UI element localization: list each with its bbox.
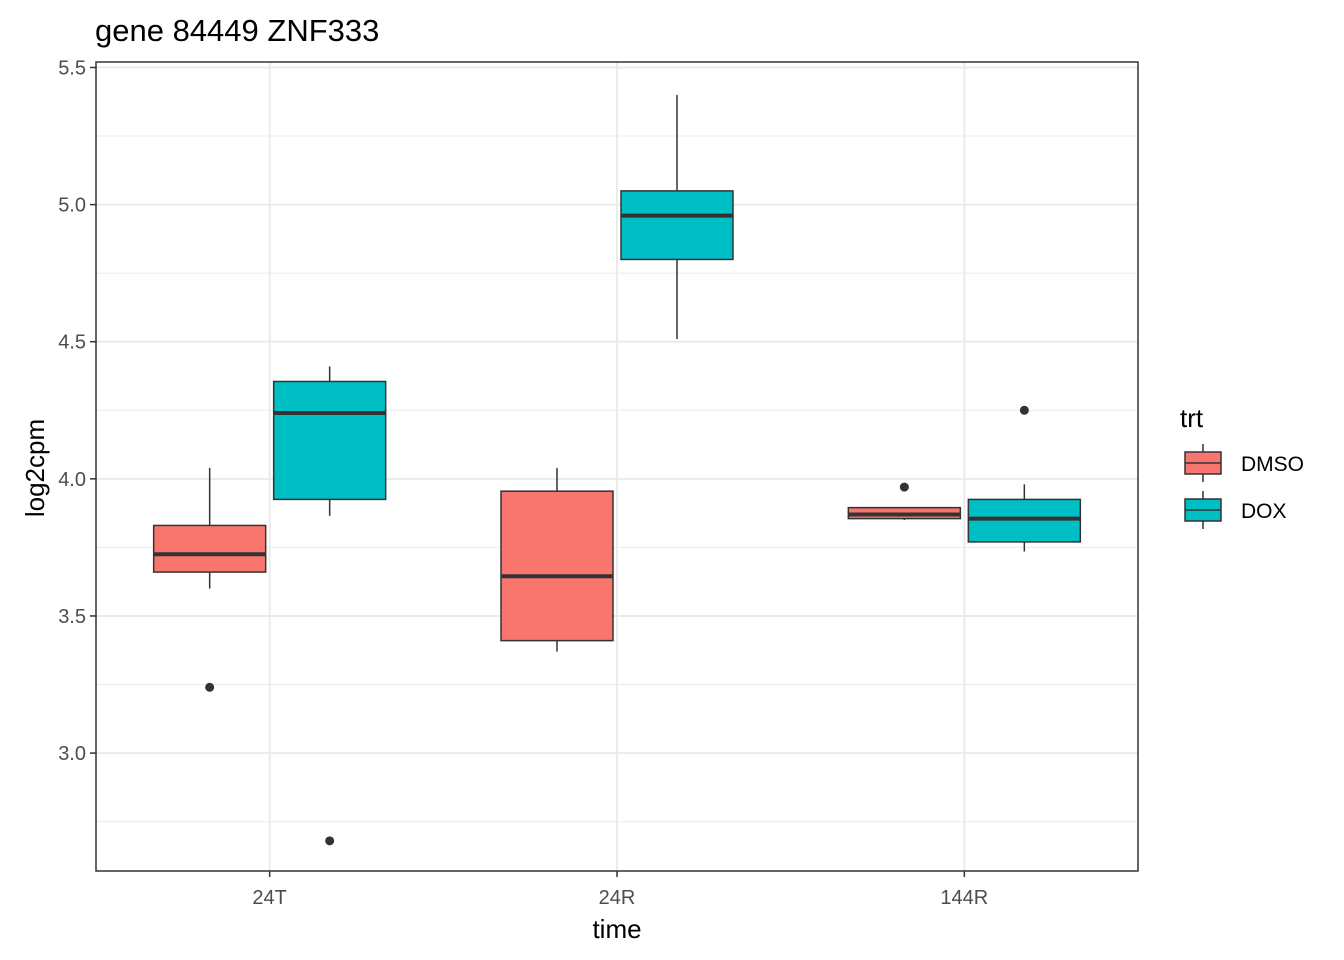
legend-entry-dmso: DMSO (1184, 444, 1304, 482)
box-dox-24r (620, 94, 734, 339)
legend-label: DOX (1241, 500, 1287, 523)
x-tick-label: 144R (940, 887, 988, 909)
box-body (152, 524, 267, 573)
box-body (272, 380, 387, 501)
outlier-point (899, 482, 909, 492)
legend-title: trt (1180, 403, 1204, 433)
y-tick-label: 3.0 (58, 743, 86, 765)
x-axis: 24T 24R 144R (252, 871, 988, 909)
box-body (620, 190, 734, 261)
y-tick-label: 5.5 (58, 57, 86, 79)
box-dmso-144r (847, 482, 962, 520)
y-axis-title: log2cpm (20, 419, 50, 517)
box-dmso-24t (152, 467, 267, 692)
y-tick-label: 4.0 (58, 469, 86, 491)
y-tick-label: 5.0 (58, 195, 86, 217)
box-body (967, 498, 1082, 543)
legend: trt DMSO DOX (1180, 403, 1304, 529)
x-tick-label: 24R (599, 887, 636, 909)
box-series (152, 94, 1082, 846)
outlier-point (205, 682, 215, 692)
box-dox-144r (967, 405, 1082, 552)
legend-entry-dox: DOX (1184, 491, 1287, 529)
x-axis-title: time (592, 914, 641, 944)
outlier-point (1019, 405, 1029, 415)
y-tick-label: 4.5 (58, 332, 86, 354)
y-axis: 3.0 3.5 4.0 4.5 5.0 5.5 (58, 57, 96, 765)
chart-title: gene 84449 ZNF333 (95, 13, 379, 48)
box-dmso-24r (500, 467, 614, 652)
outlier-point (325, 836, 335, 846)
x-tick-label: 24T (252, 887, 286, 909)
y-tick-label: 3.5 (58, 606, 86, 628)
grid-lines (96, 62, 1138, 871)
legend-label: DMSO (1241, 453, 1304, 476)
box-body (500, 490, 614, 642)
box-dox-24t (272, 366, 387, 846)
